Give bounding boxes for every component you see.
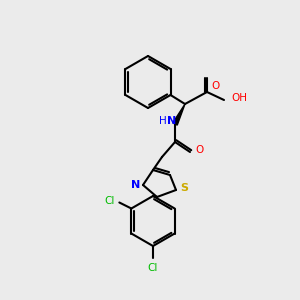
Text: Cl: Cl — [148, 263, 158, 273]
Polygon shape — [173, 104, 185, 125]
Text: O: O — [195, 145, 203, 155]
Text: N: N — [167, 116, 177, 126]
Text: Cl: Cl — [104, 196, 115, 206]
Text: S: S — [180, 183, 188, 193]
Text: H: H — [159, 116, 167, 126]
Text: OH: OH — [231, 93, 247, 103]
Text: N: N — [131, 180, 141, 190]
Text: O: O — [211, 81, 219, 91]
